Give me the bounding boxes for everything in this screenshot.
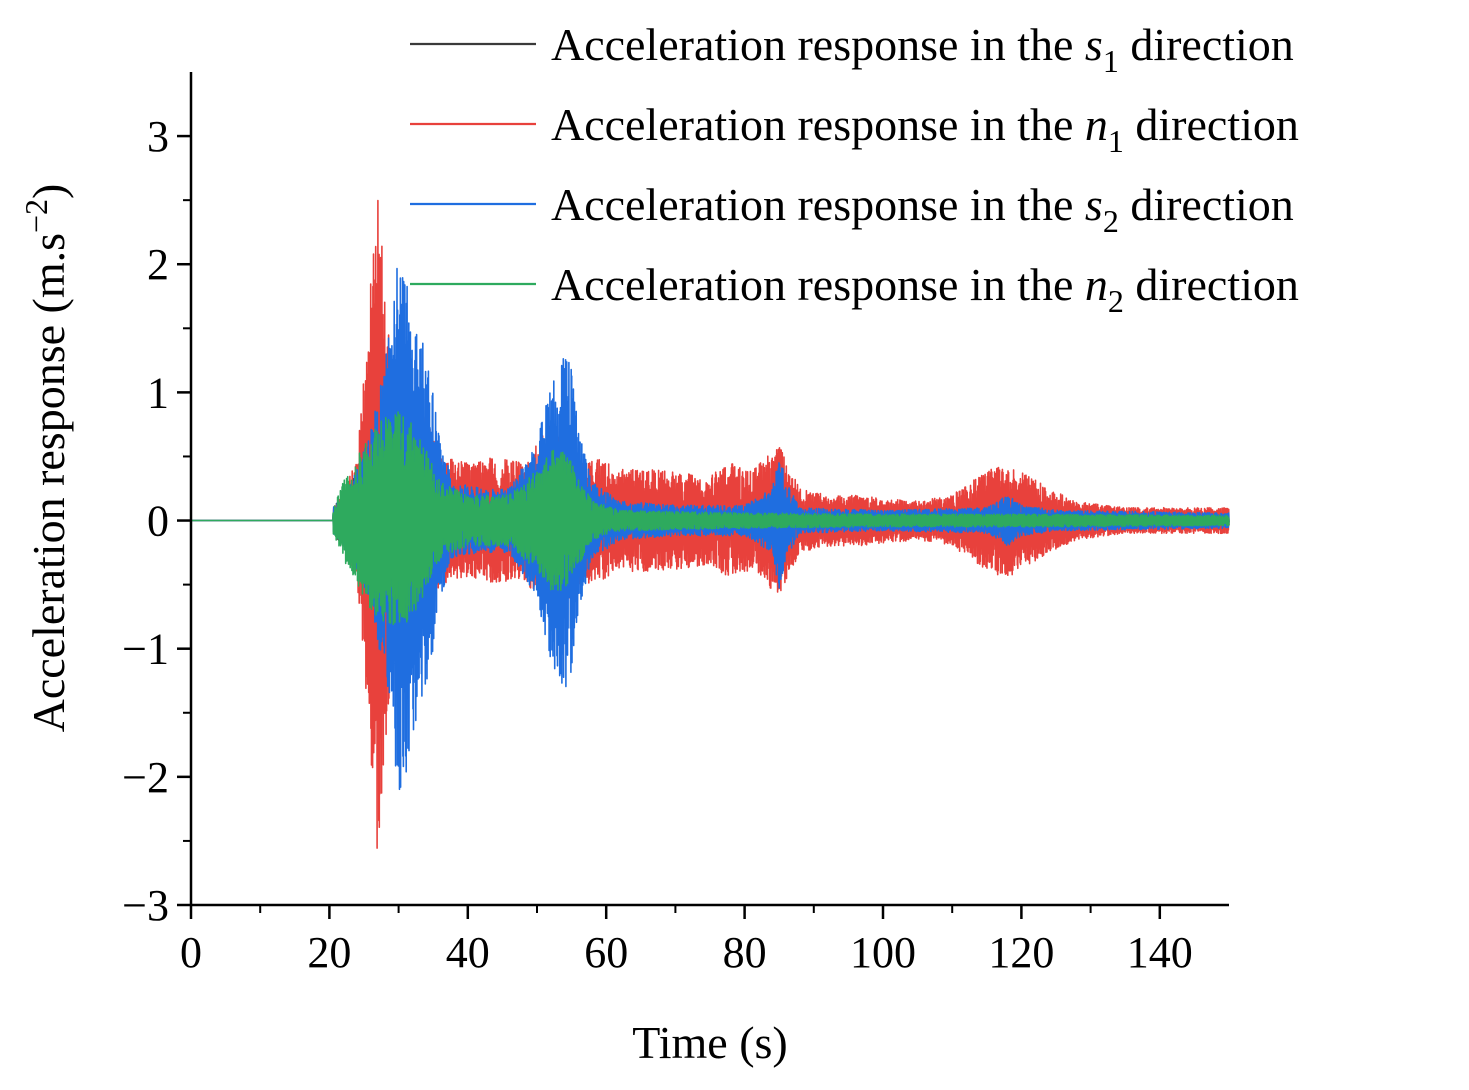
legend-label-suffix: direction (1124, 99, 1299, 150)
legend-label-variable: s (1085, 179, 1103, 230)
legend-item-3: Acceleration response in the s2 directio… (410, 179, 1294, 239)
legend-label-variable: s (1085, 19, 1103, 70)
y-tick-label: 0 (147, 497, 169, 546)
series-line-4 (191, 411, 1230, 626)
legend-label-subscript: 2 (1108, 283, 1124, 319)
legend-item-1: Acceleration response in the s1 directio… (410, 19, 1294, 79)
y-axis-title-text: Acceleration response (m.s (23, 233, 74, 732)
legend-item-4: Acceleration response in the n2 directio… (410, 259, 1299, 319)
axes: 0 20 40 60 80 100 120 140 −3 −2 −1 0 1 2 3 (122, 72, 1229, 977)
x-axis-title: Time (s) (632, 1017, 788, 1068)
legend-label: Acceleration response in the n1 directio… (551, 99, 1299, 159)
y-tick-label: 2 (147, 240, 169, 289)
legend-label-subscript: 1 (1103, 43, 1119, 79)
y-tick-label: −1 (122, 625, 169, 674)
x-tick-label: 100 (850, 928, 916, 977)
x-tick-label: 140 (1127, 928, 1193, 977)
x-tick-label: 40 (446, 928, 490, 977)
y-tick-label: −3 (122, 881, 169, 930)
x-tick-label: 0 (180, 928, 202, 977)
legend-label-suffix: direction (1119, 179, 1294, 230)
y-axis-title-close: ) (23, 184, 74, 199)
legend-label-prefix: Acceleration response in the (551, 19, 1085, 70)
legend-label: Acceleration response in the s2 directio… (551, 179, 1294, 239)
legend-label: Acceleration response in the n2 directio… (551, 259, 1299, 319)
x-tick-label: 20 (307, 928, 351, 977)
x-tick-label: 80 (723, 928, 767, 977)
y-tick-label: 1 (147, 368, 169, 417)
legend-label-subscript: 2 (1103, 203, 1119, 239)
legend: Acceleration response in the s1 directio… (410, 19, 1299, 319)
y-axis-title-exponent: −2 (18, 199, 54, 233)
x-tick-label: 60 (584, 928, 628, 977)
legend-label-prefix: Acceleration response in the (551, 179, 1085, 230)
legend-label-suffix: direction (1119, 19, 1294, 70)
legend-label-suffix: direction (1124, 259, 1299, 310)
legend-label: Acceleration response in the s1 directio… (551, 19, 1294, 79)
y-axis-title: Acceleration response (m.s−2) (18, 184, 74, 733)
legend-label-variable: n (1085, 259, 1108, 310)
legend-label-prefix: Acceleration response in the (551, 259, 1085, 310)
x-tick-label: 120 (988, 928, 1054, 977)
plot-series (191, 199, 1230, 849)
legend-label-subscript: 1 (1108, 123, 1124, 159)
legend-item-2: Acceleration response in the n1 directio… (410, 99, 1299, 159)
y-tick-label: 3 (147, 112, 169, 161)
legend-label-prefix: Acceleration response in the (551, 99, 1085, 150)
legend-label-variable: n (1085, 99, 1108, 150)
y-tick-label: −2 (122, 753, 169, 802)
